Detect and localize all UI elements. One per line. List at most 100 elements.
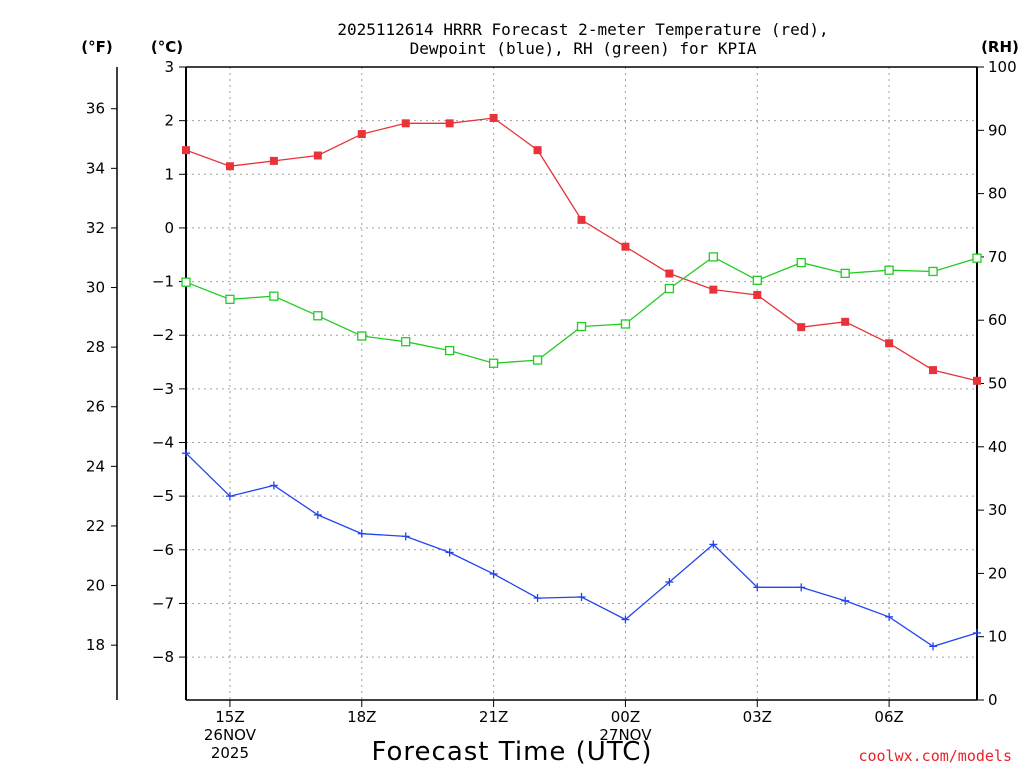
x-tick-label: 15Z: [215, 708, 244, 726]
x-axis-title: Forecast Time (UTC): [371, 737, 652, 767]
fahrenheit-tick-label: 24: [86, 457, 105, 475]
rh-point: [532, 355, 543, 365]
series: [181, 113, 982, 651]
rh-point: [445, 345, 455, 356]
celsius-tick-label: −6: [152, 541, 174, 559]
2-meter-temperature-point: [753, 290, 762, 299]
fahrenheit-unit-label: (°F): [81, 38, 112, 56]
rh-line: [185, 256, 978, 364]
dewpoint-point: [489, 569, 498, 578]
dewpoint-point: [313, 510, 322, 519]
dewpoint-point: [841, 596, 850, 605]
celsius-tick-label: 1: [164, 165, 174, 183]
x-tick-label: 26NOV: [204, 726, 257, 744]
rh-point: [181, 277, 191, 287]
x-tick-label: 06Z: [874, 708, 903, 726]
rh-tick-label: 100: [988, 58, 1017, 76]
x-tick-label: 03Z: [743, 708, 772, 726]
x-tick-label: 21Z: [479, 708, 508, 726]
dewpoint-point: [621, 615, 630, 624]
rh-point: [401, 337, 411, 347]
dewpoint-point: [797, 583, 806, 592]
fahrenheit-tick-label: 32: [86, 219, 105, 237]
2-meter-temperature-point: [973, 376, 981, 385]
x-tick-label: 18Z: [347, 708, 376, 726]
rh-tick-label: 80: [988, 185, 1007, 203]
2-meter-temperature-point: [489, 113, 498, 122]
rh-tick-label: 40: [988, 438, 1007, 456]
2-meter-temperature-point: [225, 162, 234, 171]
rh-point: [269, 291, 279, 301]
rh-tick-label: 70: [988, 248, 1007, 266]
dewpoint-point: [577, 593, 586, 602]
dewpoint-point: [973, 628, 981, 637]
rh-unit-label: (RH): [981, 38, 1019, 56]
2-meter-temperature-line: [185, 117, 978, 382]
rh-point: [488, 358, 499, 368]
axes: 3210−1−2−3−4−5−6−7−836343230282624222018…: [86, 58, 1017, 762]
dewpoint-point: [753, 583, 762, 592]
2-meter-temperature-point: [313, 151, 322, 160]
celsius-tick-label: −2: [152, 326, 174, 344]
celsius-tick-label: 2: [164, 112, 174, 130]
dewpoint-point: [445, 548, 454, 557]
2-meter-temperature-point: [885, 339, 894, 348]
rh-point: [708, 252, 718, 262]
2-meter-temperature-point: [709, 285, 718, 294]
rh-point: [840, 268, 850, 279]
rh-point: [796, 257, 806, 268]
dewpoint-point: [533, 594, 542, 603]
2-meter-temperature-point: [445, 119, 454, 128]
2-meter-temperature-point: [665, 269, 674, 278]
rh-point: [313, 311, 323, 321]
2-meter-temperature-point: [577, 215, 586, 224]
dewpoint-point: [357, 529, 366, 538]
rh-point: [664, 283, 675, 294]
dewpoint-point: [665, 577, 674, 586]
rh-point: [884, 265, 894, 275]
rh-tick-label: 30: [988, 501, 1007, 519]
dewpoint-point: [182, 449, 190, 458]
rh-point: [620, 319, 631, 329]
dewpoint-point: [401, 532, 410, 541]
2-meter-temperature-point: [797, 323, 806, 332]
fahrenheit-tick-label: 26: [86, 398, 105, 416]
chart-title-line-1: 2025112614 HRRR Forecast 2-meter Tempera…: [337, 20, 828, 39]
x-tick-label: 00Z: [611, 708, 640, 726]
celsius-tick-label: 0: [164, 219, 174, 237]
dewpoint-point: [885, 612, 894, 621]
rh-tick-label: 20: [988, 564, 1007, 582]
fahrenheit-tick-label: 20: [86, 577, 105, 595]
rh-point: [576, 321, 587, 332]
rh-tick-label: 0: [988, 691, 998, 709]
rh-tick-label: 50: [988, 375, 1007, 393]
rh-point: [357, 331, 367, 341]
2-meter-temperature-point: [357, 130, 366, 139]
dewpoint-point: [709, 540, 718, 549]
2-meter-temperature-point: [533, 146, 542, 155]
2-meter-temperature-point: [621, 242, 630, 251]
fahrenheit-tick-label: 36: [86, 100, 105, 118]
celsius-tick-label: −7: [152, 594, 174, 612]
2-meter-temperature-point: [182, 146, 190, 155]
dewpoint-point: [929, 642, 938, 651]
fahrenheit-tick-label: 30: [86, 279, 105, 297]
celsius-tick-label: −5: [152, 487, 174, 505]
rh-tick-label: 10: [988, 628, 1007, 646]
celsius-unit-label: (°C): [151, 38, 183, 56]
fahrenheit-tick-label: 22: [86, 517, 105, 535]
2-meter-temperature-point: [401, 119, 410, 128]
rh-point: [752, 275, 762, 285]
celsius-tick-label: −8: [152, 648, 174, 666]
celsius-tick-label: 3: [164, 58, 174, 76]
rh-tick-label: 90: [988, 121, 1007, 139]
dewpoint-point: [225, 492, 234, 501]
rh-point: [225, 294, 235, 304]
chart-title-line-2: Dewpoint (blue), RH (green) for KPIA: [410, 39, 757, 58]
rh-point: [972, 253, 982, 263]
2-meter-temperature-point: [269, 156, 278, 165]
2-meter-temperature-point: [929, 366, 938, 375]
celsius-tick-label: −4: [152, 434, 174, 452]
rh-point: [928, 266, 938, 277]
